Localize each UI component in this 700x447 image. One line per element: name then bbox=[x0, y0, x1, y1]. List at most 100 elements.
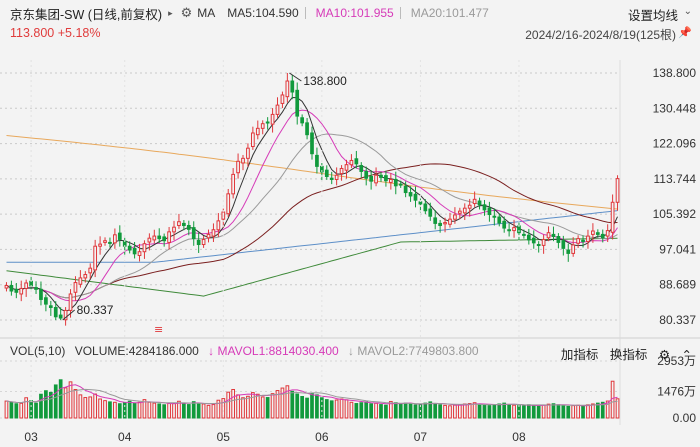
volume-bar[interactable] bbox=[167, 403, 171, 419]
candle[interactable] bbox=[581, 239, 585, 243]
candle[interactable] bbox=[211, 229, 216, 237]
candle[interactable] bbox=[78, 277, 83, 285]
volume-bar[interactable] bbox=[448, 405, 452, 419]
candle[interactable] bbox=[113, 234, 117, 244]
candle[interactable] bbox=[408, 192, 413, 197]
candle[interactable] bbox=[137, 251, 142, 257]
event-marker-icon[interactable]: ≡ bbox=[154, 323, 163, 336]
candle[interactable] bbox=[457, 210, 462, 214]
volume-bar[interactable] bbox=[492, 404, 497, 419]
candle[interactable] bbox=[196, 239, 201, 246]
volume-bar[interactable] bbox=[324, 399, 329, 419]
volume-bar[interactable] bbox=[73, 388, 78, 419]
volume-bar[interactable] bbox=[472, 402, 477, 419]
candle[interactable] bbox=[83, 274, 88, 279]
volume-bar[interactable] bbox=[280, 387, 285, 419]
candle[interactable] bbox=[369, 176, 373, 182]
volume-bar[interactable] bbox=[512, 404, 516, 419]
volume-bar[interactable] bbox=[581, 405, 585, 419]
volume-bar[interactable] bbox=[615, 398, 620, 419]
volume-bar[interactable] bbox=[374, 402, 378, 419]
volume-bar[interactable] bbox=[270, 393, 275, 419]
volume-bar[interactable] bbox=[591, 403, 595, 419]
candle[interactable] bbox=[453, 214, 457, 220]
candle[interactable] bbox=[497, 216, 502, 224]
volume-bar[interactable] bbox=[221, 398, 226, 419]
volume-bar[interactable] bbox=[546, 403, 551, 419]
volume-bar[interactable] bbox=[34, 402, 38, 419]
candle[interactable] bbox=[300, 117, 304, 124]
volume-bar[interactable] bbox=[132, 403, 137, 419]
volume-bar[interactable] bbox=[477, 403, 482, 419]
candle[interactable] bbox=[186, 225, 191, 230]
volume-bar[interactable] bbox=[571, 405, 576, 419]
volume-bar[interactable] bbox=[462, 403, 467, 419]
candle[interactable] bbox=[615, 178, 620, 203]
volume-bar[interactable] bbox=[354, 403, 359, 419]
volume-bar[interactable] bbox=[359, 402, 364, 419]
volume-bar[interactable] bbox=[423, 402, 428, 419]
volume-bar[interactable] bbox=[191, 401, 196, 419]
volume-bar[interactable] bbox=[44, 390, 48, 419]
candle[interactable] bbox=[265, 121, 270, 124]
candle[interactable] bbox=[443, 222, 447, 225]
volume-bar[interactable] bbox=[413, 404, 418, 419]
candle[interactable] bbox=[413, 193, 418, 201]
candle[interactable] bbox=[428, 208, 433, 217]
volume-bar[interactable] bbox=[177, 400, 181, 419]
candle[interactable] bbox=[108, 241, 112, 244]
candle[interactable] bbox=[339, 167, 344, 175]
candle[interactable] bbox=[14, 288, 19, 293]
volume-bar[interactable] bbox=[388, 400, 393, 419]
candle[interactable] bbox=[448, 218, 452, 225]
candle[interactable] bbox=[379, 174, 383, 178]
candle[interactable] bbox=[418, 201, 423, 205]
volume-bar[interactable] bbox=[117, 403, 122, 419]
volume-bar[interactable] bbox=[576, 404, 580, 419]
candle[interactable] bbox=[492, 215, 497, 218]
volume-bar[interactable] bbox=[48, 391, 53, 419]
candle[interactable] bbox=[472, 198, 477, 205]
volume-bar[interactable] bbox=[393, 402, 398, 419]
volume-bar[interactable] bbox=[600, 401, 605, 419]
volume-bar[interactable] bbox=[260, 396, 265, 419]
volume-bar[interactable] bbox=[344, 399, 349, 419]
volume-bar[interactable] bbox=[334, 399, 339, 419]
volume-bar[interactable] bbox=[231, 388, 236, 419]
volume-bar[interactable] bbox=[147, 401, 152, 419]
add-indicator-button[interactable]: 加指标 bbox=[560, 348, 599, 362]
volume-bar[interactable] bbox=[236, 394, 240, 419]
volume-bar[interactable] bbox=[526, 404, 531, 419]
collapse-icon[interactable]: ⌃ bbox=[681, 348, 692, 362]
volume-bar[interactable] bbox=[300, 396, 304, 419]
volume-bar[interactable] bbox=[53, 384, 58, 419]
candle[interactable] bbox=[600, 233, 605, 239]
candle[interactable] bbox=[438, 222, 442, 227]
volume-bar[interactable] bbox=[162, 404, 167, 419]
volume-bar[interactable] bbox=[211, 404, 216, 419]
volume-bar[interactable] bbox=[329, 400, 334, 419]
candle[interactable] bbox=[315, 154, 319, 167]
volume-bar[interactable] bbox=[467, 403, 472, 419]
candle[interactable] bbox=[88, 267, 93, 274]
candle[interactable] bbox=[226, 193, 231, 215]
candle[interactable] bbox=[9, 285, 14, 292]
volume-bar[interactable] bbox=[339, 398, 344, 419]
play-icon[interactable]: ▸ bbox=[168, 7, 173, 18]
candle[interactable] bbox=[147, 237, 152, 243]
volume-bar[interactable] bbox=[88, 396, 93, 419]
candle[interactable] bbox=[68, 293, 73, 311]
volume-bar[interactable] bbox=[305, 397, 309, 419]
candle[interactable] bbox=[73, 282, 78, 293]
ma-settings-button[interactable]: 设置均线 bbox=[627, 9, 678, 23]
candle[interactable] bbox=[167, 231, 171, 243]
volume-bar[interactable] bbox=[408, 403, 413, 419]
volume-bar[interactable] bbox=[349, 401, 354, 419]
volume-bar[interactable] bbox=[265, 397, 270, 419]
candle[interactable] bbox=[566, 249, 571, 254]
volume-bar[interactable] bbox=[113, 401, 117, 419]
candle[interactable] bbox=[374, 174, 378, 184]
candle[interactable] bbox=[295, 89, 300, 117]
candle[interactable] bbox=[275, 104, 280, 115]
